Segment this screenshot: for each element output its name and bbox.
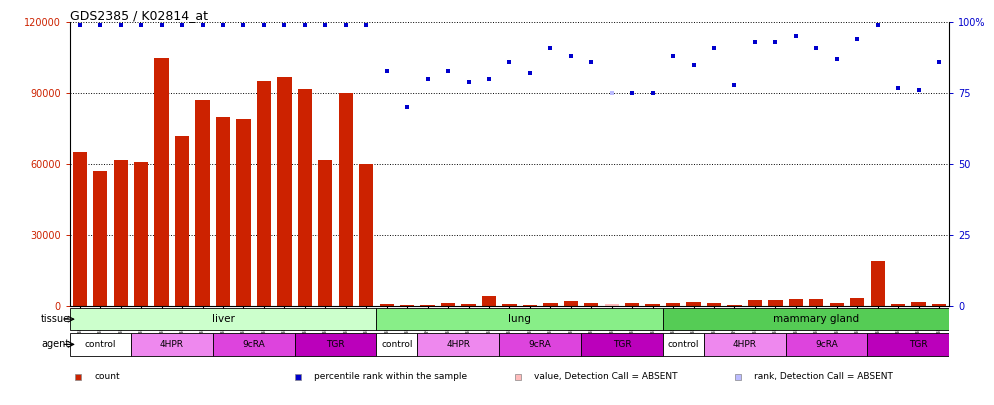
Bar xyxy=(380,305,394,306)
Bar xyxy=(809,299,823,306)
Bar xyxy=(728,305,742,306)
Text: lung: lung xyxy=(508,314,531,324)
Bar xyxy=(564,301,578,306)
Bar xyxy=(830,303,844,306)
Bar xyxy=(663,333,704,356)
Bar xyxy=(663,308,970,330)
Bar xyxy=(707,303,722,306)
Bar xyxy=(377,333,417,356)
Text: 9cRA: 9cRA xyxy=(815,340,838,349)
Bar xyxy=(70,333,131,356)
Bar xyxy=(666,303,680,306)
Text: control: control xyxy=(668,340,699,349)
Bar xyxy=(216,117,231,306)
Bar xyxy=(237,119,250,306)
Bar xyxy=(747,301,762,306)
Bar xyxy=(645,305,660,306)
Bar xyxy=(932,304,946,306)
Text: agent: agent xyxy=(42,339,70,350)
Bar xyxy=(175,136,189,306)
Text: mammary gland: mammary gland xyxy=(773,314,860,324)
Text: control: control xyxy=(381,340,413,349)
Bar xyxy=(213,333,294,356)
Bar xyxy=(318,160,332,306)
Bar xyxy=(154,58,169,306)
Bar xyxy=(768,300,782,306)
Bar xyxy=(400,305,414,306)
Bar xyxy=(134,162,148,306)
Bar xyxy=(891,305,906,306)
Text: 4HPR: 4HPR xyxy=(733,340,756,349)
Bar xyxy=(93,171,107,306)
Bar xyxy=(377,308,663,330)
Bar xyxy=(70,308,377,330)
Bar xyxy=(417,333,499,356)
Bar xyxy=(584,303,598,306)
Bar xyxy=(868,333,970,356)
Text: percentile rank within the sample: percentile rank within the sample xyxy=(314,372,467,381)
Text: tissue: tissue xyxy=(41,314,70,324)
Bar xyxy=(499,333,581,356)
Text: GDS2385 / K02814_at: GDS2385 / K02814_at xyxy=(70,9,208,22)
Text: count: count xyxy=(94,372,120,381)
Bar xyxy=(785,333,868,356)
Bar xyxy=(704,333,785,356)
Bar xyxy=(502,305,517,306)
Text: 4HPR: 4HPR xyxy=(160,340,184,349)
Bar xyxy=(687,302,701,306)
Bar xyxy=(420,305,434,306)
Bar xyxy=(850,298,865,306)
Bar xyxy=(871,261,885,306)
Text: 9cRA: 9cRA xyxy=(529,340,552,349)
Bar xyxy=(256,81,271,306)
Bar xyxy=(297,89,312,306)
Bar xyxy=(113,160,128,306)
Text: TGR: TGR xyxy=(910,340,927,349)
Bar xyxy=(277,77,291,306)
Bar xyxy=(543,303,558,306)
Bar xyxy=(441,303,455,306)
Text: value, Detection Call = ABSENT: value, Detection Call = ABSENT xyxy=(534,372,678,381)
Text: 9cRA: 9cRA xyxy=(243,340,265,349)
Bar xyxy=(788,299,803,306)
Bar xyxy=(131,333,213,356)
Bar xyxy=(196,100,210,306)
Bar xyxy=(523,305,537,306)
Text: 4HPR: 4HPR xyxy=(446,340,470,349)
Text: liver: liver xyxy=(212,314,235,324)
Text: TGR: TGR xyxy=(326,340,345,349)
Bar xyxy=(294,333,377,356)
Text: rank, Detection Call = ABSENT: rank, Detection Call = ABSENT xyxy=(754,372,893,381)
Text: control: control xyxy=(84,340,116,349)
Text: TGR: TGR xyxy=(612,340,631,349)
Bar xyxy=(73,152,86,306)
Bar xyxy=(482,296,496,306)
Bar xyxy=(461,305,476,306)
Bar xyxy=(359,164,374,306)
Bar xyxy=(339,93,353,306)
Bar xyxy=(581,333,663,356)
Bar xyxy=(604,305,619,306)
Bar xyxy=(911,302,925,306)
Bar xyxy=(625,303,639,306)
